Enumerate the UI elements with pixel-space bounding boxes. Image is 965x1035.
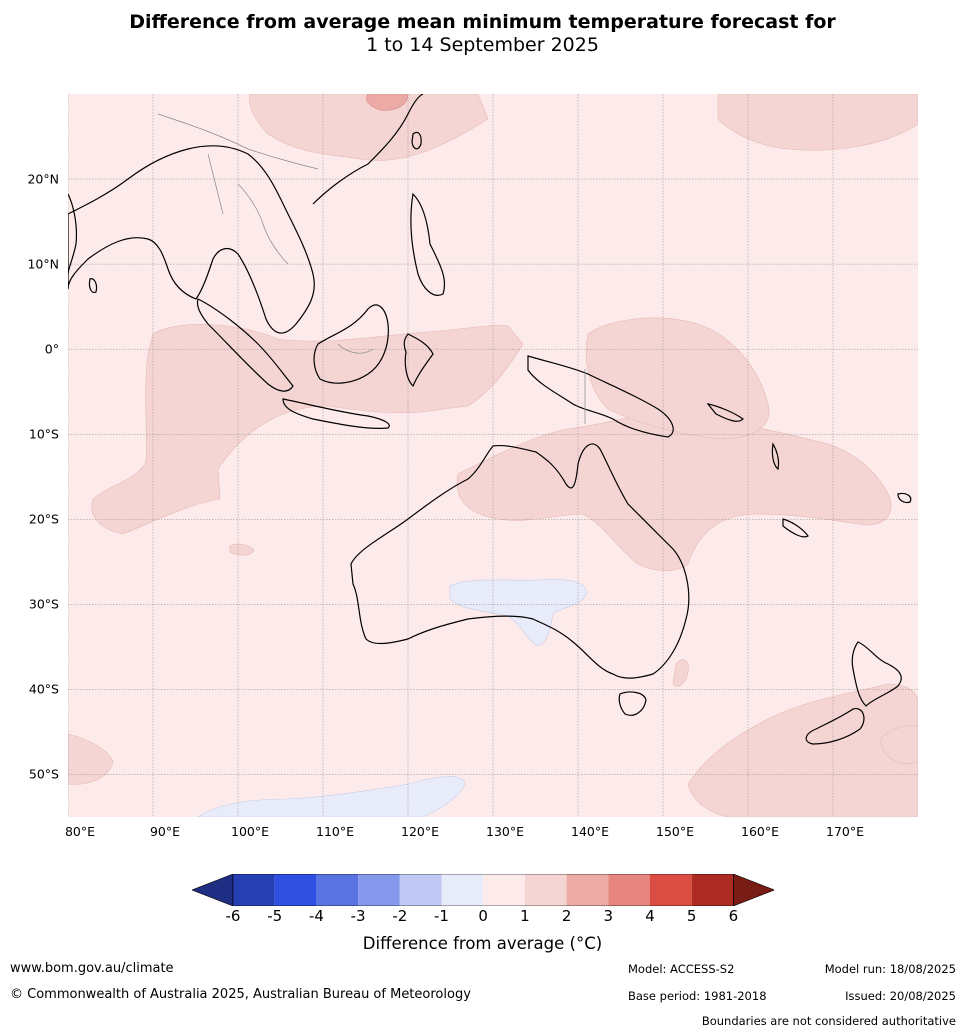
- coastline-fiji: [897, 492, 912, 504]
- cool-anomaly-regions: [197, 579, 587, 817]
- warm-area-south-china-sea: [249, 94, 489, 161]
- longitude-label: 130°E: [485, 824, 525, 839]
- latitude-label: 10°S: [28, 426, 59, 442]
- country-boundaries: [157, 113, 586, 424]
- colorbar-label: Difference from average (°C): [362, 934, 603, 953]
- warm-area-southwest: [68, 733, 114, 785]
- longitude-label: 120°E: [400, 824, 440, 839]
- coastline-china-east: [312, 94, 424, 205]
- colorbar-segment: [524, 874, 567, 906]
- coastline-taiwan: [411, 131, 422, 150]
- warm-area-small-patch-2: [672, 659, 689, 687]
- coastline-mainland-asia: [68, 145, 315, 334]
- warm-area-north-pacific: [717, 94, 918, 151]
- graticule: [68, 94, 918, 817]
- coastline-sumatra: [196, 298, 294, 392]
- latitude-label: 40°S: [28, 681, 59, 697]
- colorbar-tick-label: -1: [434, 907, 449, 925]
- colorbar-outline: [232, 874, 734, 906]
- coastline-india-east: [68, 193, 78, 275]
- colorbar: [192, 874, 774, 906]
- colorbar-extend-max: [733, 874, 774, 906]
- cool-area-southern-ocean: [197, 776, 466, 817]
- colorbar-segment: [650, 874, 692, 906]
- coastline-new-zealand-north: [851, 641, 902, 707]
- colorbar-segment: [483, 874, 525, 906]
- colorbar-tick-label: 3: [603, 907, 614, 925]
- latitude-label: 0°: [44, 341, 59, 357]
- bom-website-link[interactable]: www.bom.gov.au/climate: [10, 961, 174, 976]
- latitude-label: 30°S: [28, 596, 59, 612]
- colorbar-tick-label: -2: [392, 907, 408, 925]
- colorbar-segment: [233, 874, 275, 906]
- coastline-australia: [350, 443, 690, 679]
- colorbar-tick-label: 5: [686, 907, 697, 925]
- colorbar-tick-label: -3: [350, 907, 366, 925]
- map-subtitle-dates: 1 to 14 September 2025: [366, 34, 599, 56]
- warm-spot-southern-china: [366, 94, 409, 111]
- model-name: Model: ACCESS-S2: [628, 962, 735, 976]
- longitude-label: 80°E: [64, 824, 96, 839]
- colorbar-tick-label: -5: [267, 907, 283, 925]
- coastline-solomon-islands: [706, 403, 744, 422]
- map-title: Difference from average mean minimum tem…: [129, 11, 836, 33]
- warm-area-tasman-sea: [687, 683, 918, 817]
- copyright-notice: © Commonwealth of Australia 2025, Austra…: [10, 987, 471, 1002]
- longitude-label: 110°E: [315, 824, 355, 839]
- longitude-label: 90°E: [149, 824, 181, 839]
- warm-area-tasman-east: [879, 725, 918, 764]
- coastline-new-caledonia: [782, 518, 809, 538]
- colorbar-segment: [441, 874, 484, 906]
- boundary-borneo: [337, 343, 374, 354]
- colorbar-extend-min: [192, 874, 234, 906]
- coastline-java: [282, 398, 390, 429]
- colorbar-tick-label: 1: [520, 907, 530, 925]
- coastline-new-zealand-south: [805, 707, 865, 745]
- coastline-tasmania: [618, 691, 647, 716]
- longitude-label: 170°E: [825, 824, 865, 839]
- coastline-philippines: [410, 192, 446, 296]
- latitude-label: 10°N: [27, 256, 59, 272]
- colorbar-tick-label: 0: [478, 907, 488, 925]
- longitude-label: 150°E: [655, 824, 695, 839]
- colorbar-segment: [274, 874, 317, 906]
- coastline-sulawesi: [403, 333, 434, 388]
- colorbar-segment: [566, 874, 609, 906]
- coastline-new-guinea: [527, 355, 674, 438]
- longitude-label: 100°E: [230, 824, 270, 839]
- coastline-borneo: [313, 304, 389, 384]
- coastlines: [68, 94, 912, 745]
- longitude-label: 140°E: [570, 824, 610, 839]
- latitude-label: 20°N: [27, 171, 59, 187]
- colorbar-tick-label: 6: [728, 907, 739, 925]
- colorbar-tick-label: -4: [308, 907, 324, 925]
- issued-date: Issued: 20/08/2025: [845, 989, 956, 1003]
- colorbar-segment: [691, 874, 734, 906]
- boundary-china-south: [157, 113, 319, 170]
- colorbar-segment: [316, 874, 359, 906]
- anomaly-map: [68, 94, 918, 817]
- coastline-vanuatu: [771, 442, 780, 471]
- longitude-label: 160°E: [740, 824, 780, 839]
- warm-anomaly-regions: [68, 94, 918, 817]
- colorbar-segment: [358, 874, 400, 906]
- coastline-sri-lanka: [88, 278, 98, 294]
- model-run-date: Model run: 18/08/2025: [824, 962, 956, 976]
- latitude-label: 50°S: [28, 766, 59, 782]
- boundary-myanmar: [207, 153, 224, 215]
- colorbar-segment: [608, 874, 650, 906]
- colorbar-tick-label: -6: [225, 907, 241, 925]
- warm-area-small-patch-1: [229, 543, 255, 556]
- base-period: Base period: 1981-2018: [628, 989, 767, 1003]
- colorbar-segment: [399, 874, 442, 906]
- colorbar-tick-label: 4: [645, 907, 655, 925]
- latitude-label: 20°S: [28, 511, 59, 527]
- boundaries-disclaimer: Boundaries are not considered authoritat…: [701, 1014, 956, 1028]
- boundary-indochina: [237, 183, 289, 265]
- colorbar-tick-label: 2: [561, 907, 572, 925]
- warm-area-indian-ocean: [91, 324, 524, 535]
